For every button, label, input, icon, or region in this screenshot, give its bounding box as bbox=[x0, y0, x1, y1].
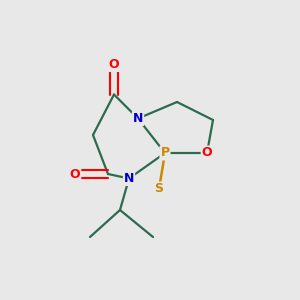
Text: O: O bbox=[202, 146, 212, 160]
Text: N: N bbox=[124, 172, 134, 185]
Text: S: S bbox=[154, 182, 164, 196]
Text: N: N bbox=[133, 112, 143, 125]
Text: P: P bbox=[160, 146, 169, 160]
Text: O: O bbox=[70, 167, 80, 181]
Text: O: O bbox=[109, 58, 119, 71]
